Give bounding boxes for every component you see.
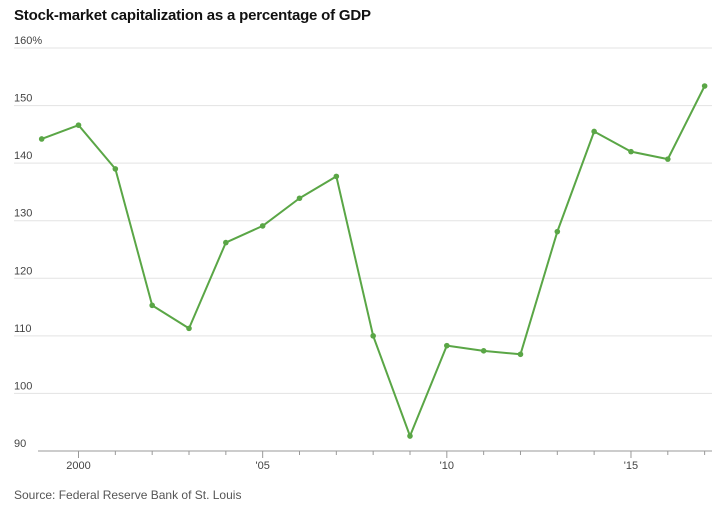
data-point [665, 156, 671, 162]
source-note: Source: Federal Reserve Bank of St. Loui… [14, 488, 242, 502]
data-point [407, 433, 413, 439]
data-point [75, 122, 82, 128]
data-point [554, 228, 561, 235]
x-tick-label: 2000 [66, 460, 90, 472]
y-tick-label: 120 [14, 265, 32, 277]
x-tick-label: '05 [255, 460, 269, 472]
y-tick-label: 140 [14, 150, 32, 162]
y-tick-label: 100 [14, 380, 32, 392]
data-point [259, 223, 266, 229]
data-point [444, 342, 450, 349]
y-tick-label: 130 [14, 208, 32, 220]
data-point [149, 302, 155, 309]
y-tick-label: 150 [14, 93, 32, 105]
data-point [628, 148, 634, 155]
data-point [223, 239, 229, 246]
data-point [591, 128, 597, 135]
chart-title: Stock-market capitalization as a percent… [14, 7, 371, 24]
y-tick-label: 110 [14, 323, 32, 335]
y-tick-label: 90 [14, 438, 26, 450]
data-point [186, 325, 192, 332]
data-point [370, 333, 376, 339]
data-point [112, 166, 119, 172]
data-point [517, 351, 524, 358]
series-line [41, 85, 706, 438]
data-point [296, 195, 303, 202]
data-point [38, 136, 45, 142]
x-tick-label: '15 [624, 460, 638, 472]
data-point [480, 348, 487, 354]
x-tick-label: '10 [440, 460, 454, 472]
data-point [333, 173, 340, 180]
data-point [701, 83, 708, 89]
y-tick-label: 160% [14, 35, 42, 47]
